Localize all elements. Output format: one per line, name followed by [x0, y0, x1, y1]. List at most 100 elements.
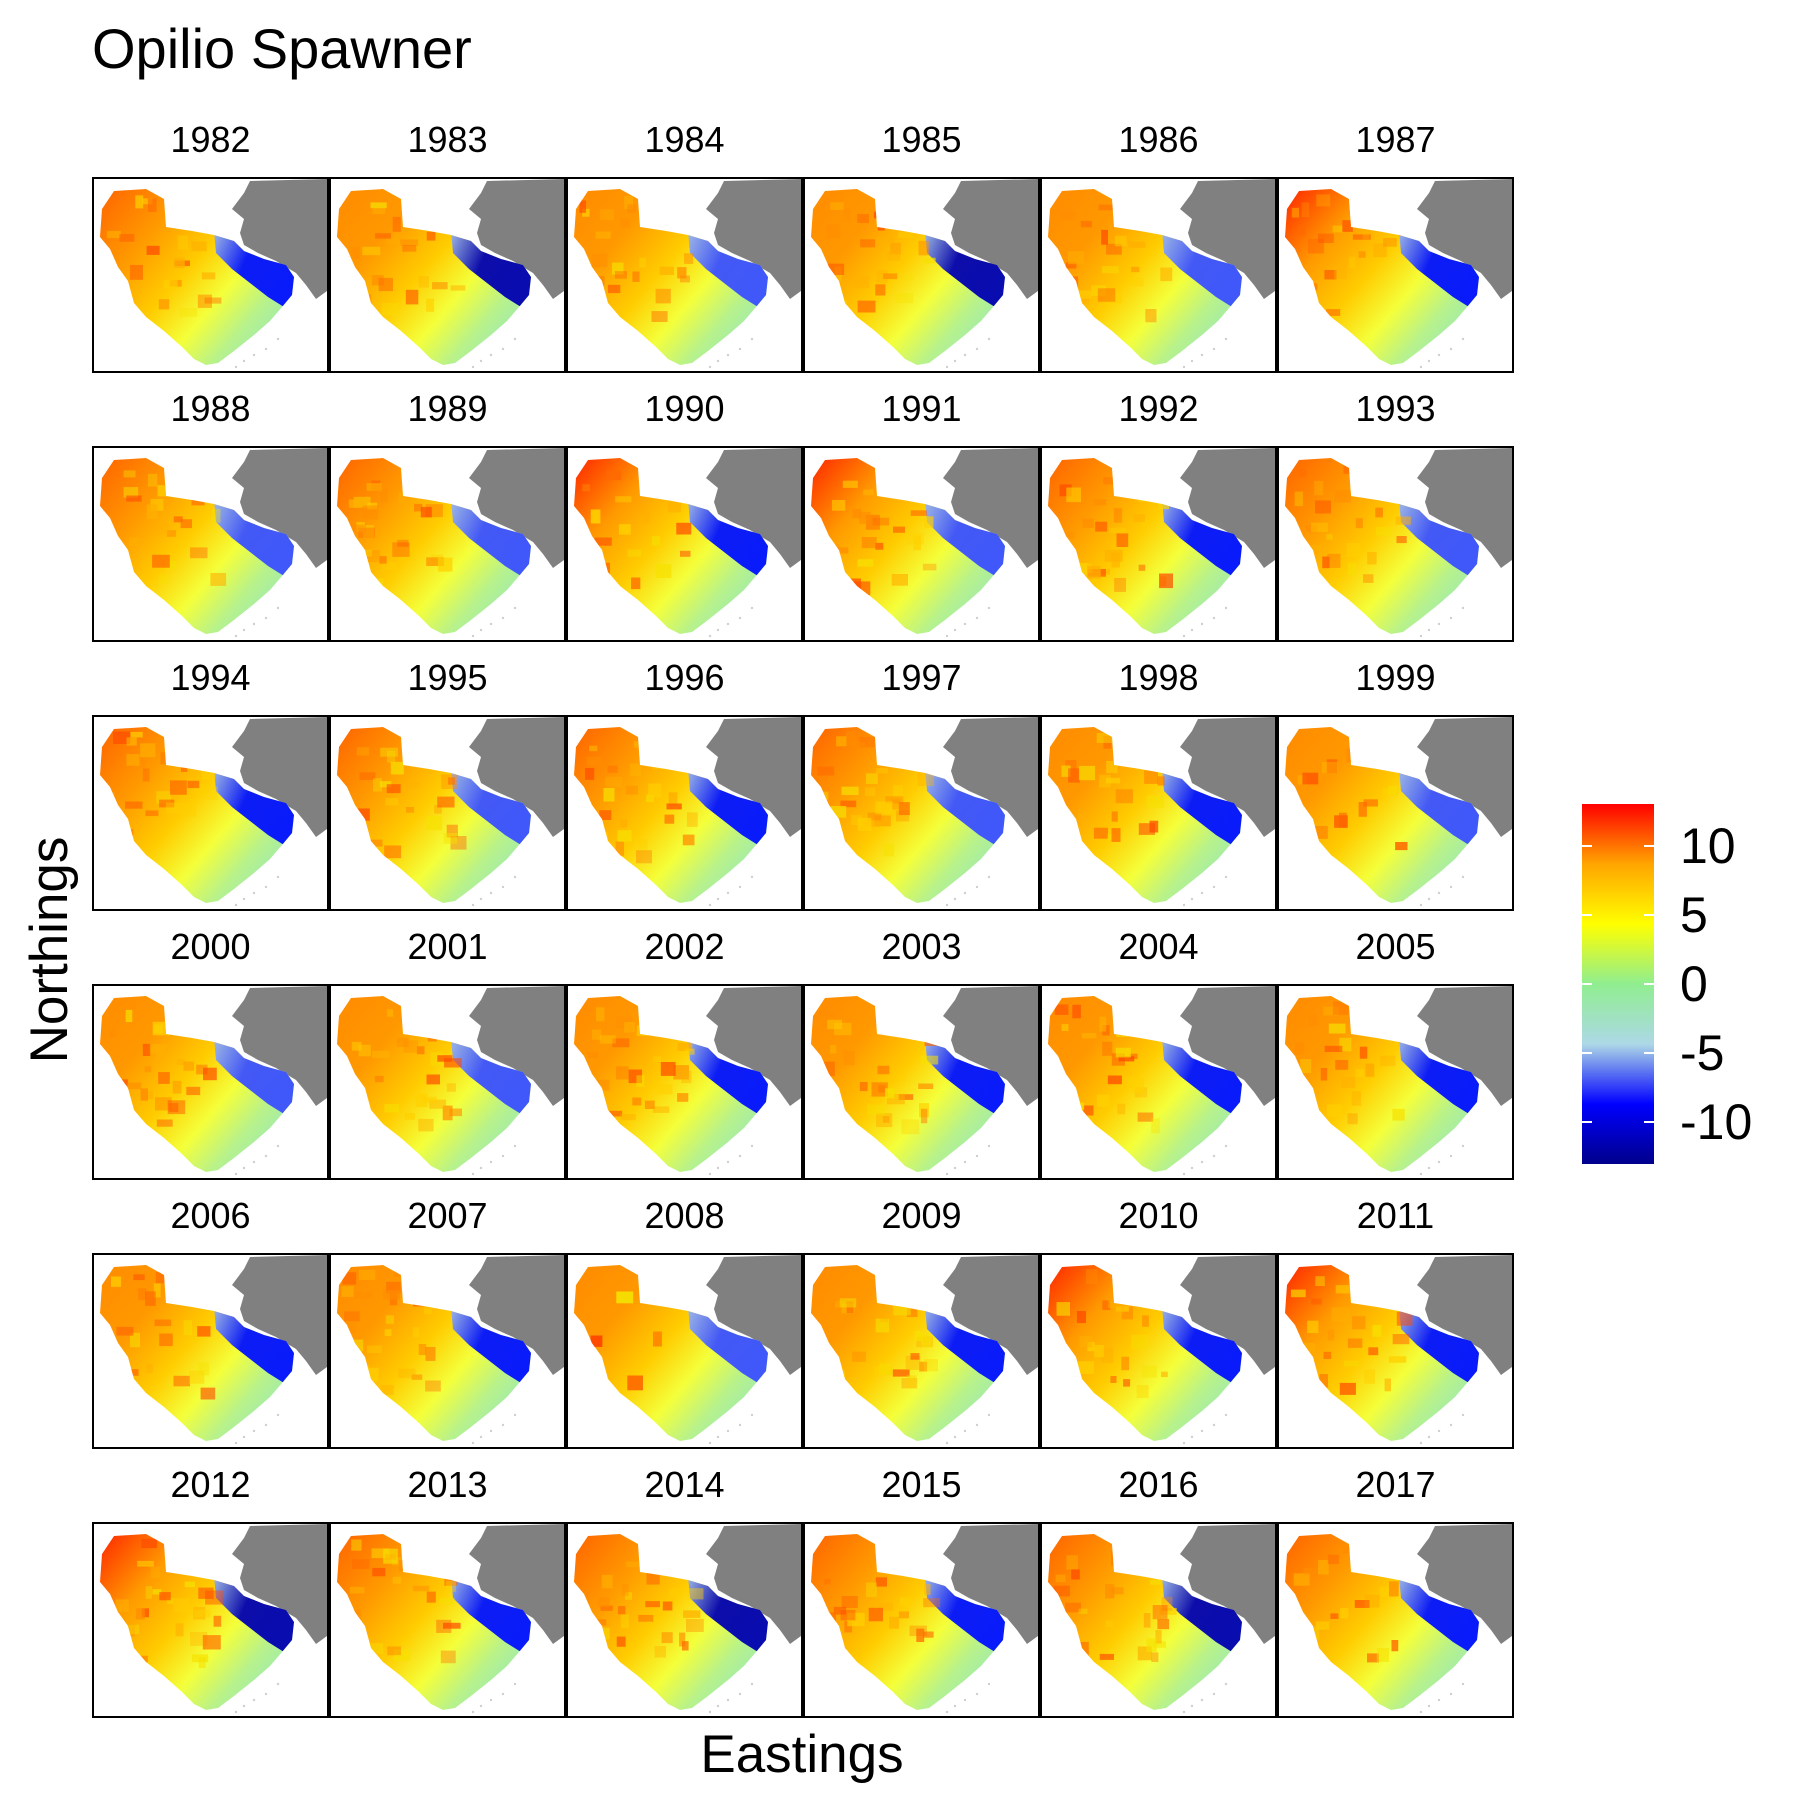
map-panel-1988	[92, 446, 329, 642]
legend-tick	[1644, 1052, 1654, 1055]
land-alaska	[943, 448, 1038, 568]
facet-label-2007: 2007	[407, 1195, 488, 1236]
legend-label-0: 0	[1680, 956, 1708, 1012]
land-alaska	[706, 717, 801, 837]
legend-tick	[1582, 844, 1592, 847]
map-panel-2005	[1277, 984, 1514, 1180]
legend-tick	[1644, 1121, 1654, 1124]
map-panel-1991	[803, 446, 1040, 642]
land-alaska	[943, 1524, 1038, 1644]
land-alaska	[469, 179, 564, 299]
facet-label-2000: 2000	[170, 926, 251, 967]
land-alaska	[1180, 448, 1275, 568]
facet-label-1997: 1997	[881, 657, 962, 698]
map-panel-1990	[566, 446, 803, 642]
map-panel-2014	[566, 1522, 803, 1718]
chart-title: Opilio Spawner	[92, 17, 472, 80]
facet-label-2014: 2014	[644, 1464, 725, 1505]
land-alaska	[943, 179, 1038, 299]
map-panel-1995	[329, 715, 566, 911]
facet-label-1991: 1991	[881, 388, 962, 429]
map-panel-1989	[329, 446, 566, 642]
legend-label-neg10: -10	[1680, 1094, 1753, 1151]
map-panel-2008	[566, 1253, 803, 1449]
land-alaska	[232, 1524, 327, 1644]
map-panel-2015	[803, 1522, 1040, 1718]
map-panel-2001	[329, 984, 566, 1180]
map-panel-1999	[1277, 715, 1514, 911]
color-legend: 10 5 0 -5 -10	[1582, 804, 1752, 1164]
facet-label-1998: 1998	[1118, 657, 1199, 698]
facet-label-2010: 2010	[1118, 1195, 1199, 1236]
facet-label-1984: 1984	[644, 119, 725, 160]
land-alaska	[706, 986, 801, 1106]
land-alaska	[1180, 1524, 1275, 1644]
facet-label-2004: 2004	[1118, 926, 1199, 967]
map-panel-2012	[92, 1522, 329, 1718]
legend-tick	[1644, 983, 1654, 985]
facet-label-1985: 1985	[881, 119, 962, 160]
map-panel-1994	[92, 715, 329, 911]
facet-label-1994: 1994	[170, 657, 251, 698]
facet-label-2008: 2008	[644, 1195, 725, 1236]
facet-label-2011: 2011	[1356, 1195, 1435, 1236]
land-alaska	[469, 717, 564, 837]
map-panel-1997	[803, 715, 1040, 911]
land-alaska	[1417, 179, 1512, 299]
map-panel-1986	[1040, 177, 1277, 373]
legend-label-10: 10	[1680, 817, 1736, 874]
map-panel-2002	[566, 984, 803, 1180]
facet-label-1983: 1983	[407, 119, 488, 160]
facet-label-2015: 2015	[881, 1464, 962, 1505]
land-alaska	[469, 1524, 564, 1644]
legend-label-5: 5	[1680, 886, 1708, 943]
land-alaska	[706, 1524, 801, 1644]
map-panel-2004	[1040, 984, 1277, 1180]
facet-label-2017: 2017	[1355, 1464, 1436, 1505]
legend-tick	[1582, 983, 1592, 985]
land-alaska	[232, 1255, 327, 1375]
map-panel-1992	[1040, 446, 1277, 642]
map-panel-2017	[1277, 1522, 1514, 1718]
land-alaska	[706, 179, 801, 299]
facet-label-2009: 2009	[881, 1195, 962, 1236]
facet-label-1982: 1982	[170, 119, 251, 160]
legend-tick	[1644, 913, 1654, 916]
map-panel-2009	[803, 1253, 1040, 1449]
land-alaska	[1417, 986, 1512, 1106]
land-alaska	[232, 448, 327, 568]
map-panel-2006	[92, 1253, 329, 1449]
facet-label-2003: 2003	[881, 926, 962, 967]
land-alaska	[1417, 717, 1512, 837]
map-panel-2007	[329, 1253, 566, 1449]
facet-label-2005: 2005	[1355, 926, 1436, 967]
land-alaska	[943, 717, 1038, 837]
legend-tick	[1582, 913, 1592, 916]
land-alaska	[943, 986, 1038, 1106]
facet-label-1995: 1995	[407, 657, 488, 698]
land-alaska	[706, 448, 801, 568]
map-panel-1996	[566, 715, 803, 911]
map-panel-1993	[1277, 446, 1514, 642]
x-axis-label: Eastings	[700, 1725, 904, 1784]
facet-label-1990: 1990	[644, 388, 725, 429]
land-alaska	[1417, 448, 1512, 568]
map-panel-2013	[329, 1522, 566, 1718]
land-alaska	[1417, 1255, 1512, 1375]
facet-label-1986: 1986	[1118, 119, 1199, 160]
facet-label-2012: 2012	[170, 1464, 251, 1505]
legend-tick	[1644, 844, 1654, 847]
land-alaska	[1180, 179, 1275, 299]
map-panel-1987	[1277, 177, 1514, 373]
map-panel-2016	[1040, 1522, 1277, 1718]
facet-label-1999: 1999	[1355, 657, 1436, 698]
land-alaska	[1180, 717, 1275, 837]
facet-label-1996: 1996	[644, 657, 725, 698]
facet-label-2001: 2001	[407, 926, 488, 967]
land-alaska	[469, 1255, 564, 1375]
facet-label-1992: 1992	[1118, 388, 1199, 429]
facet-label-1989: 1989	[407, 388, 488, 429]
map-panel-1984	[566, 177, 803, 373]
land-alaska	[232, 717, 327, 837]
